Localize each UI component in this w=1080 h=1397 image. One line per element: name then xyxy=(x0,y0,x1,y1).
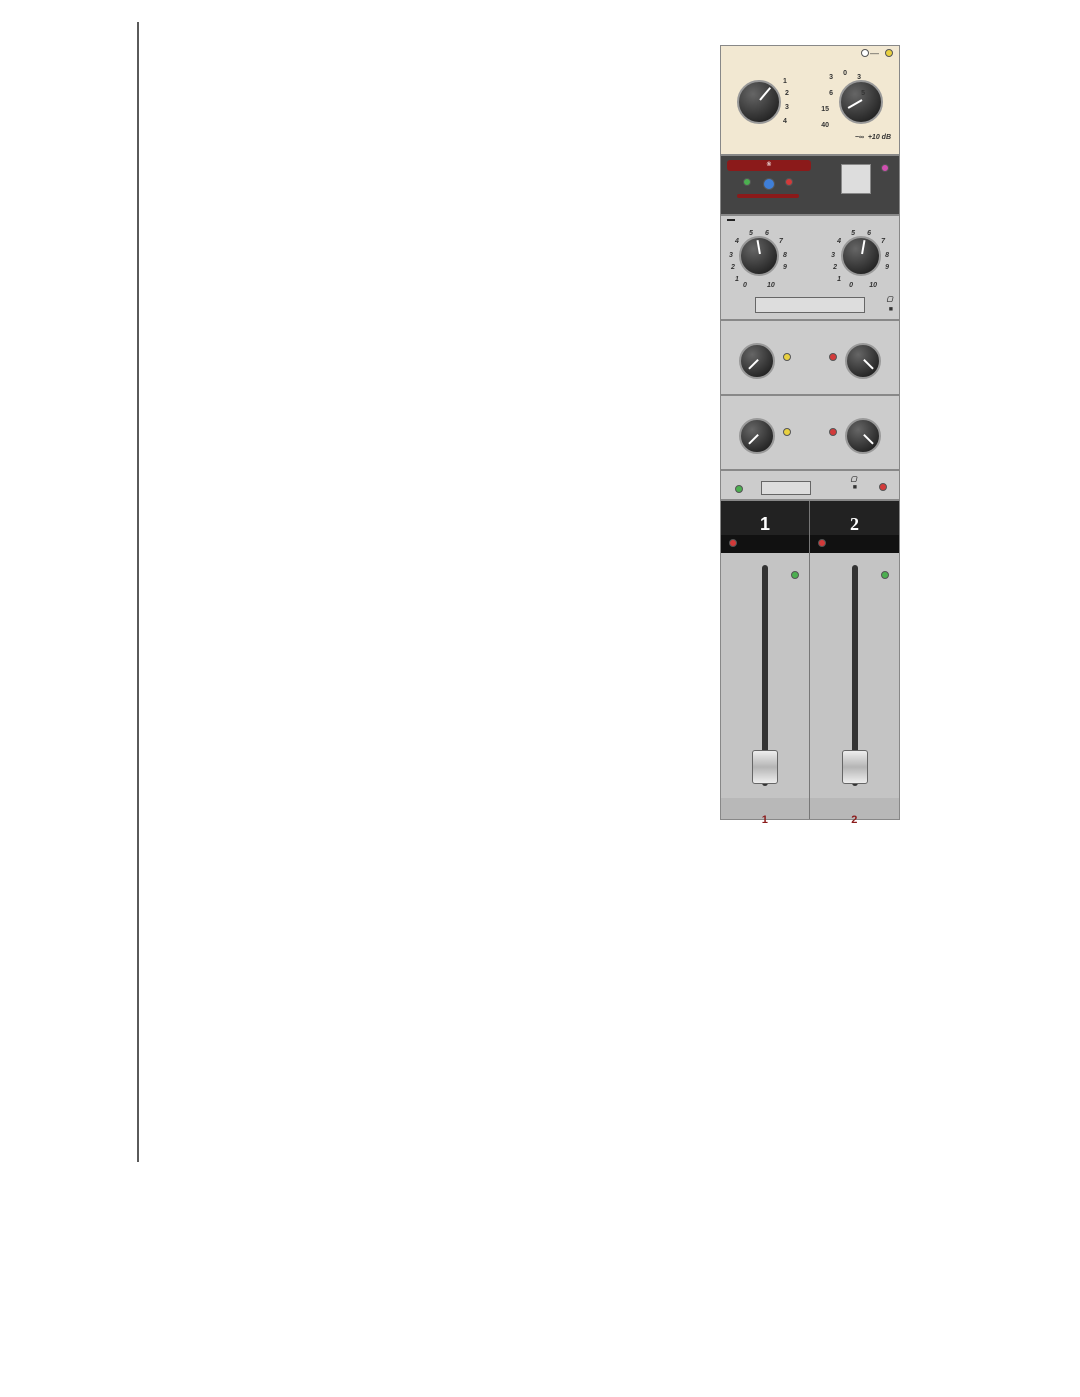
autolevel-switch[interactable] xyxy=(755,297,865,313)
mon2-number: 2 xyxy=(810,513,899,535)
choir-off-knob[interactable] xyxy=(739,418,775,454)
choir-cmp-led xyxy=(829,428,837,436)
mon2-mutepk xyxy=(810,535,899,553)
choir-off-led xyxy=(783,428,791,436)
mon2-label: 2 xyxy=(810,798,899,830)
mon1-label: 1 xyxy=(721,798,809,830)
mon1-fader[interactable] xyxy=(752,750,778,784)
panel-top: — 1 2 3 4 3 0 3 6 15 5 40 −∞ +10 dB xyxy=(720,45,900,155)
mon1-pk-led xyxy=(729,539,737,547)
outputs-label xyxy=(727,219,735,221)
page-body xyxy=(155,20,935,34)
mon1-number: 1 xyxy=(721,513,809,535)
ferret-button[interactable] xyxy=(763,178,775,190)
vocal-active-led xyxy=(735,485,743,493)
level-knob[interactable] xyxy=(839,80,883,124)
fb-elim-box xyxy=(737,194,799,198)
solo-cmp-knob[interactable] xyxy=(845,343,881,379)
mon1-sig-led xyxy=(791,571,799,579)
vocal-power-led xyxy=(879,483,887,491)
digrev-knob[interactable] xyxy=(737,80,781,124)
phantom-led-off xyxy=(861,49,869,57)
panel-choir xyxy=(720,395,900,470)
mon2-sig-led xyxy=(881,571,889,579)
mon2-fader[interactable] xyxy=(842,750,868,784)
rec-knob[interactable] xyxy=(841,236,881,276)
choir-cmp-knob[interactable] xyxy=(845,418,881,454)
left-rule xyxy=(137,22,139,1162)
mixer-panel: — 1 2 3 4 3 0 3 6 15 5 40 −∞ +10 dB ® xyxy=(720,45,900,820)
mon2-pk-led xyxy=(818,539,826,547)
solo-cmp-led xyxy=(829,353,837,361)
panel-feedback: ® xyxy=(720,155,900,215)
efx-led xyxy=(881,164,889,172)
mon2-hdr xyxy=(810,501,899,513)
panel-solo xyxy=(720,320,900,395)
mon1-hdr xyxy=(721,501,809,513)
mon1-mutepk xyxy=(721,535,809,553)
ferret-box: ® xyxy=(727,160,811,171)
phantom-led-on xyxy=(885,49,893,57)
panel-vocal: ▢ ■ xyxy=(720,470,900,500)
panel-outputs: 23 45 67 89 1 010 23 45 67 89 1 010 ▢ ■ xyxy=(720,215,900,320)
vocal-level-switch[interactable] xyxy=(761,481,811,495)
ferret-led-r xyxy=(785,178,793,186)
solo-off-led xyxy=(783,353,791,361)
ferret-led-g xyxy=(743,178,751,186)
solo-off-knob[interactable] xyxy=(739,343,775,379)
panel-monitors: 1 1 2 xyxy=(720,500,900,820)
aux-knob[interactable] xyxy=(739,236,779,276)
efx-mute-button[interactable] xyxy=(841,164,871,194)
